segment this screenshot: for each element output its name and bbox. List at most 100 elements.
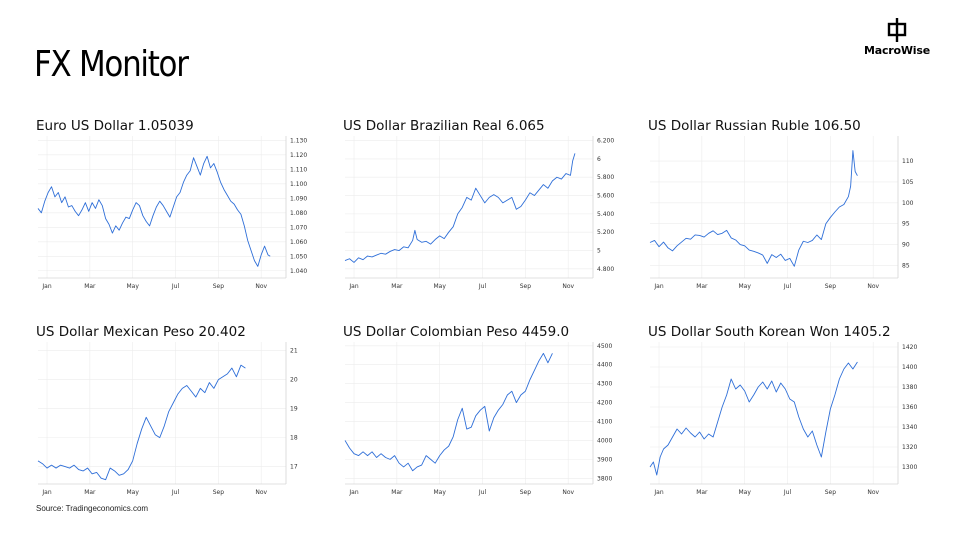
chart-svg: 1.040 1.050 1.060 1.070 1.080 1.090 1.100 1.110… bbox=[37, 136, 307, 290]
chart-svg: 4.800 5 5.200 5.400 5.600 5.800 6 6.200 Jan Mar Ma… bbox=[344, 136, 614, 290]
x-tick-label: Jan bbox=[41, 489, 51, 496]
x-tick-label: Jan bbox=[348, 489, 358, 496]
chart-usdrub: US Dollar Russian Ruble 106.50 85 90 95 100… bbox=[648, 118, 923, 298]
y-tick-label: 1400 bbox=[902, 364, 917, 371]
series-line bbox=[37, 155, 271, 267]
y-tick-label: 4.800 bbox=[597, 266, 614, 273]
y-tick-label: 1.060 bbox=[290, 239, 307, 246]
y-tick-label: 5 bbox=[597, 248, 601, 255]
x-tick-label: Sep bbox=[213, 489, 225, 496]
x-tick-label: Sep bbox=[520, 283, 532, 290]
chart-title: US Dollar Russian Ruble 106.50 bbox=[648, 118, 861, 134]
y-tick-label: 4300 bbox=[597, 381, 612, 388]
y-tick-label: 19 bbox=[290, 406, 298, 413]
y-tick-label: 5.400 bbox=[597, 211, 614, 218]
x-tick-label: May bbox=[126, 489, 139, 496]
x-tick-label: Jul bbox=[478, 283, 487, 290]
chart-usdkrw: US Dollar South Korean Won 1405.2 1300 13… bbox=[648, 324, 923, 504]
chart-svg: 85 90 95 100 105 110 Jan Mar May Jul Sep Nov bbox=[649, 136, 914, 290]
series-line bbox=[37, 364, 246, 481]
y-tick-label: 1.070 bbox=[290, 224, 307, 231]
chart-usdmxn: US Dollar Mexican Peso 20.402 17 18 19 20 21… bbox=[36, 324, 311, 504]
candlestick-logo-icon bbox=[887, 18, 907, 42]
x-tick-label: May bbox=[433, 283, 446, 290]
series-line bbox=[344, 153, 576, 263]
y-tick-label: 1360 bbox=[902, 404, 917, 411]
x-tick-label: Jan bbox=[348, 283, 358, 290]
y-tick-label: 5.600 bbox=[597, 193, 614, 200]
chart-title: US Dollar Mexican Peso 20.402 bbox=[36, 324, 246, 340]
x-tick-label: Nov bbox=[867, 283, 879, 290]
y-tick-label: 1.100 bbox=[290, 181, 307, 188]
y-tick-label: 1320 bbox=[902, 444, 917, 451]
x-tick-label: Sep bbox=[213, 283, 225, 290]
chart-svg: 1300 1320 1340 1360 1380 1400 1420 Jan Mar May Jul… bbox=[649, 342, 917, 496]
x-tick-label: Nov bbox=[255, 283, 267, 290]
y-tick-label: 4100 bbox=[597, 419, 612, 426]
x-tick-label: Jul bbox=[783, 489, 792, 496]
y-tick-label: 1.090 bbox=[290, 195, 307, 202]
x-tick-label: Mar bbox=[696, 489, 708, 496]
y-tick-label: 3800 bbox=[597, 475, 612, 482]
y-tick-label: 4200 bbox=[597, 400, 612, 407]
x-tick-label: Mar bbox=[391, 283, 403, 290]
y-tick-label: 1.130 bbox=[290, 137, 307, 144]
y-tick-label: 4500 bbox=[597, 343, 612, 350]
y-tick-label: 110 bbox=[902, 158, 914, 165]
x-tick-label: Mar bbox=[84, 283, 96, 290]
y-tick-label: 20 bbox=[290, 377, 298, 384]
x-tick-label: Jul bbox=[171, 283, 180, 290]
y-tick-label: 105 bbox=[902, 179, 914, 186]
chart-eurusd: Euro US Dollar 1.05039 1.040 1.050 1.060 1.… bbox=[36, 118, 311, 298]
y-tick-label: 17 bbox=[290, 464, 298, 471]
x-tick-label: Jul bbox=[478, 489, 487, 496]
x-tick-label: Sep bbox=[825, 489, 837, 496]
y-tick-label: 4400 bbox=[597, 362, 612, 369]
y-tick-label: 1340 bbox=[902, 424, 917, 431]
page-title: FX Monitor bbox=[34, 44, 189, 85]
x-tick-label: Sep bbox=[825, 283, 837, 290]
y-tick-label: 3900 bbox=[597, 456, 612, 463]
x-tick-label: May bbox=[738, 283, 751, 290]
source-note: Source: Tradingeconomics.com bbox=[36, 504, 149, 513]
chart-svg: 3800 3900 4000 4100 4200 4300 4400 4500 Jan Mar Ma… bbox=[344, 342, 612, 496]
chart-title: Euro US Dollar 1.05039 bbox=[36, 118, 194, 134]
y-tick-label: 1420 bbox=[902, 344, 917, 351]
x-tick-label: Jul bbox=[783, 283, 792, 290]
y-tick-label: 1380 bbox=[902, 384, 917, 391]
y-tick-label: 5.800 bbox=[597, 174, 614, 181]
chart-title: US Dollar Colombian Peso 4459.0 bbox=[343, 324, 570, 340]
chart-usdcop: US Dollar Colombian Peso 4459.0 3800 3900… bbox=[343, 324, 618, 504]
chart-title: US Dollar Brazilian Real 6.065 bbox=[343, 118, 545, 134]
x-tick-label: Mar bbox=[391, 489, 403, 496]
x-tick-label: Jul bbox=[171, 489, 180, 496]
x-tick-label: Jan bbox=[41, 283, 51, 290]
y-tick-label: 1.080 bbox=[290, 210, 307, 217]
x-tick-label: Jan bbox=[653, 283, 663, 290]
y-tick-label: 1300 bbox=[902, 464, 917, 471]
x-tick-label: Nov bbox=[255, 489, 267, 496]
x-tick-label: Mar bbox=[696, 283, 708, 290]
y-tick-label: 6.200 bbox=[597, 138, 614, 145]
y-tick-label: 6 bbox=[597, 156, 601, 163]
x-tick-label: Sep bbox=[520, 489, 532, 496]
x-tick-label: Nov bbox=[562, 489, 574, 496]
x-tick-label: May bbox=[433, 489, 446, 496]
y-tick-label: 1.050 bbox=[290, 253, 307, 260]
y-tick-label: 100 bbox=[902, 200, 914, 207]
chart-usdbrl: US Dollar Brazilian Real 6.065 4.800 5 5.2… bbox=[343, 118, 618, 298]
y-tick-label: 4000 bbox=[597, 437, 612, 444]
chart-title: US Dollar South Korean Won 1405.2 bbox=[648, 324, 891, 340]
y-tick-label: 1.110 bbox=[290, 166, 307, 173]
y-tick-label: 1.120 bbox=[290, 152, 307, 159]
x-tick-label: Mar bbox=[84, 489, 96, 496]
chart-svg: 17 18 19 20 21 Jan Mar May Jul Sep Nov bbox=[37, 342, 298, 496]
x-tick-label: May bbox=[738, 489, 751, 496]
y-tick-label: 5.200 bbox=[597, 229, 614, 236]
y-tick-label: 21 bbox=[290, 348, 298, 355]
series-line bbox=[649, 150, 858, 267]
brand-name: MacroWise bbox=[864, 44, 930, 57]
x-tick-label: May bbox=[126, 283, 139, 290]
x-tick-label: Jan bbox=[653, 489, 663, 496]
x-tick-label: Nov bbox=[562, 283, 574, 290]
